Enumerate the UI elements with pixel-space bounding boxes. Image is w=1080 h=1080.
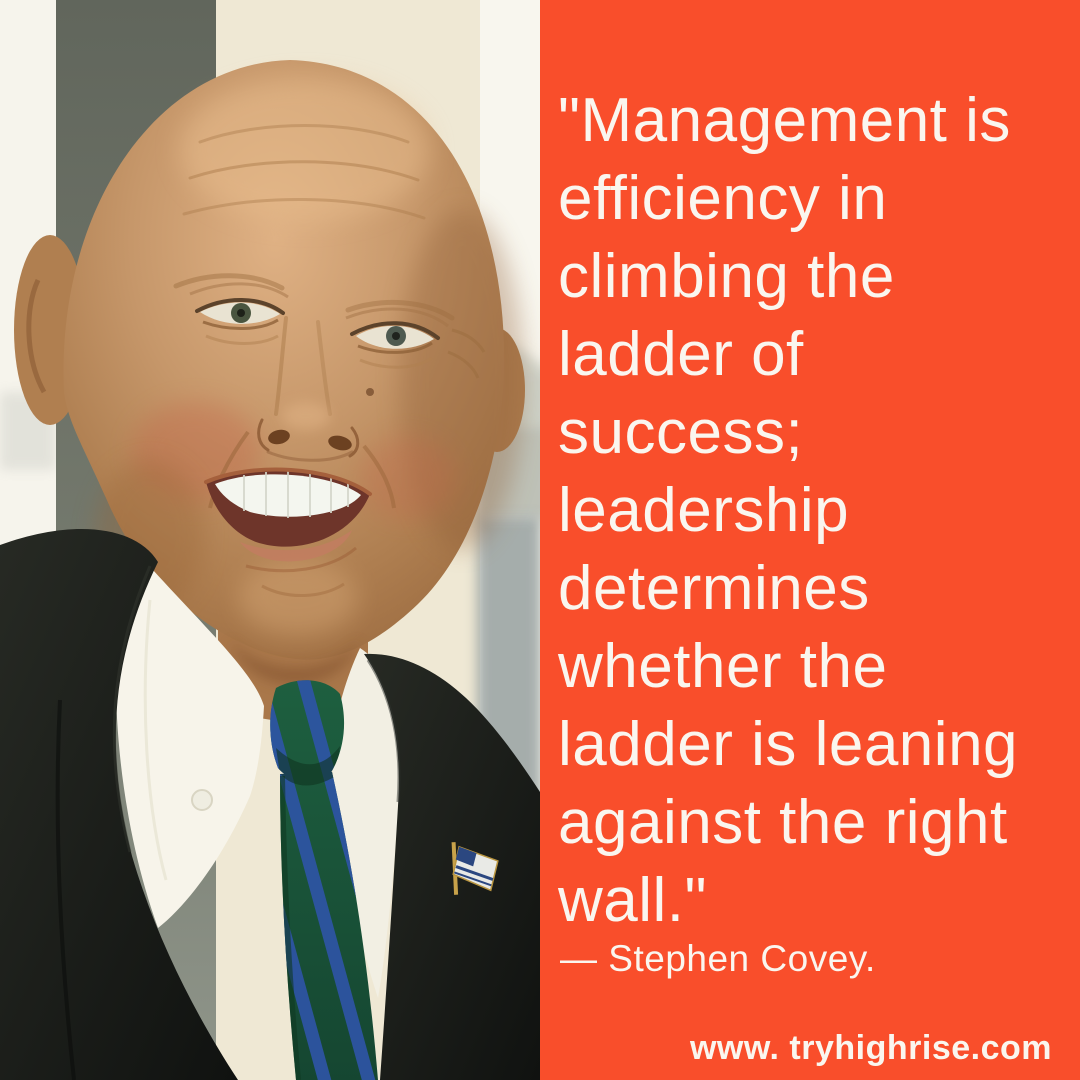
left-lapel-edge (112, 565, 152, 853)
right-lapel-edge (366, 659, 401, 803)
nose (257, 316, 360, 462)
portrait-illustration (0, 0, 540, 1080)
smiling-mouth (204, 467, 372, 573)
quote-attribution: — Stephen Covey. (560, 938, 876, 979)
flag-pin-icon (451, 842, 499, 895)
shirt-collar (115, 542, 403, 998)
suit-jacket (0, 528, 540, 1080)
portrait-photo (0, 0, 540, 1080)
shirt-button (191, 789, 213, 811)
mole (366, 388, 374, 396)
quote-text: "Management is efficiency in climbing th… (558, 86, 1019, 935)
right-eye (345, 307, 486, 379)
quote-panel: "Management is efficiency in climbing th… (540, 0, 1080, 1080)
forehead-wrinkles (173, 124, 455, 321)
left-eye (189, 282, 289, 345)
website-url: www. tryhighrise.com (689, 1029, 1052, 1067)
face (63, 60, 524, 660)
right-cheek (360, 436, 456, 520)
lower-lip (240, 530, 352, 562)
chin-crease (261, 582, 345, 597)
